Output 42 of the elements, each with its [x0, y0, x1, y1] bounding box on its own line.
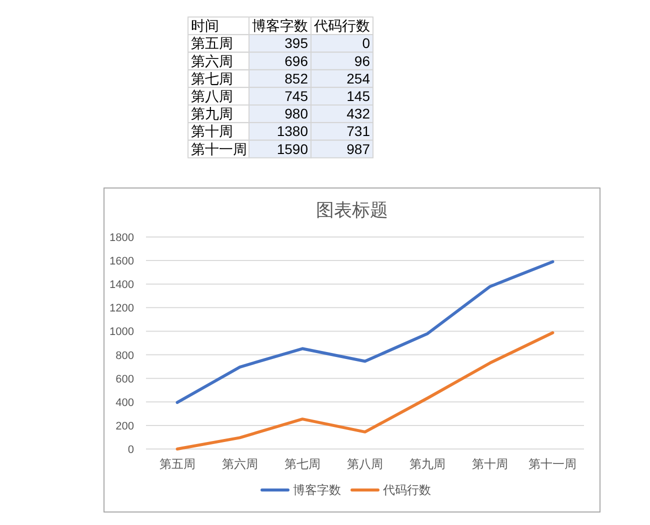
x-tick-label: 第十一周	[528, 457, 577, 471]
y-tick-label: 第八周	[191, 88, 233, 104]
data-label: 745	[284, 88, 308, 104]
data-label: 96	[354, 52, 370, 69]
data-label: 254	[346, 70, 370, 86]
data-label: 395	[284, 35, 308, 52]
data-label: 980	[284, 106, 308, 122]
y-tick-label: 600	[116, 373, 134, 386]
data-label: 987	[346, 140, 370, 157]
data-label: 852	[284, 70, 308, 86]
y-tick-label: 200	[116, 420, 134, 432]
x-tick-label: 第五周	[159, 457, 196, 471]
y-tick-label: 1000	[110, 326, 134, 338]
x-tick-label: 第十周	[472, 457, 508, 471]
y-tick-label: 第七周	[191, 70, 233, 86]
data-label: 1590	[276, 140, 308, 157]
y-tick-label: 1600	[110, 256, 134, 268]
y-tick-label: 1200	[110, 302, 134, 315]
x-tick-label: 第九周	[410, 457, 446, 471]
y-tick-label: 1800	[110, 232, 134, 244]
y-tick-label: 1400	[110, 279, 134, 292]
y-tick-label: 第五周	[191, 35, 233, 52]
x-tick-label: 第七周	[284, 457, 320, 471]
legend-label: 博客字数	[293, 483, 341, 497]
y-tick-label: 第十一周	[191, 140, 247, 157]
data-label: 1380	[276, 123, 308, 140]
y-tick-label: 0	[128, 444, 134, 456]
y-tick-label: 第六周	[191, 52, 233, 69]
y-tick-label: 第九周	[191, 106, 233, 122]
y-tick-label: 400	[116, 396, 134, 409]
x-tick-label: 第八周	[347, 457, 383, 471]
data-label: 432	[346, 106, 370, 122]
data-label: 696	[284, 52, 308, 69]
data-label: 0	[362, 35, 370, 52]
y-tick-label: 第十周	[191, 123, 233, 140]
x-tick-label: 第六周	[222, 457, 258, 471]
y-axis-title: 时间	[191, 18, 219, 34]
legend-label: 代码行数	[382, 483, 431, 497]
chart-title: 图表标题	[316, 200, 388, 220]
y-tick-label: 800	[116, 350, 134, 362]
data-label: 731	[346, 123, 370, 140]
data-label: 145	[346, 88, 370, 104]
